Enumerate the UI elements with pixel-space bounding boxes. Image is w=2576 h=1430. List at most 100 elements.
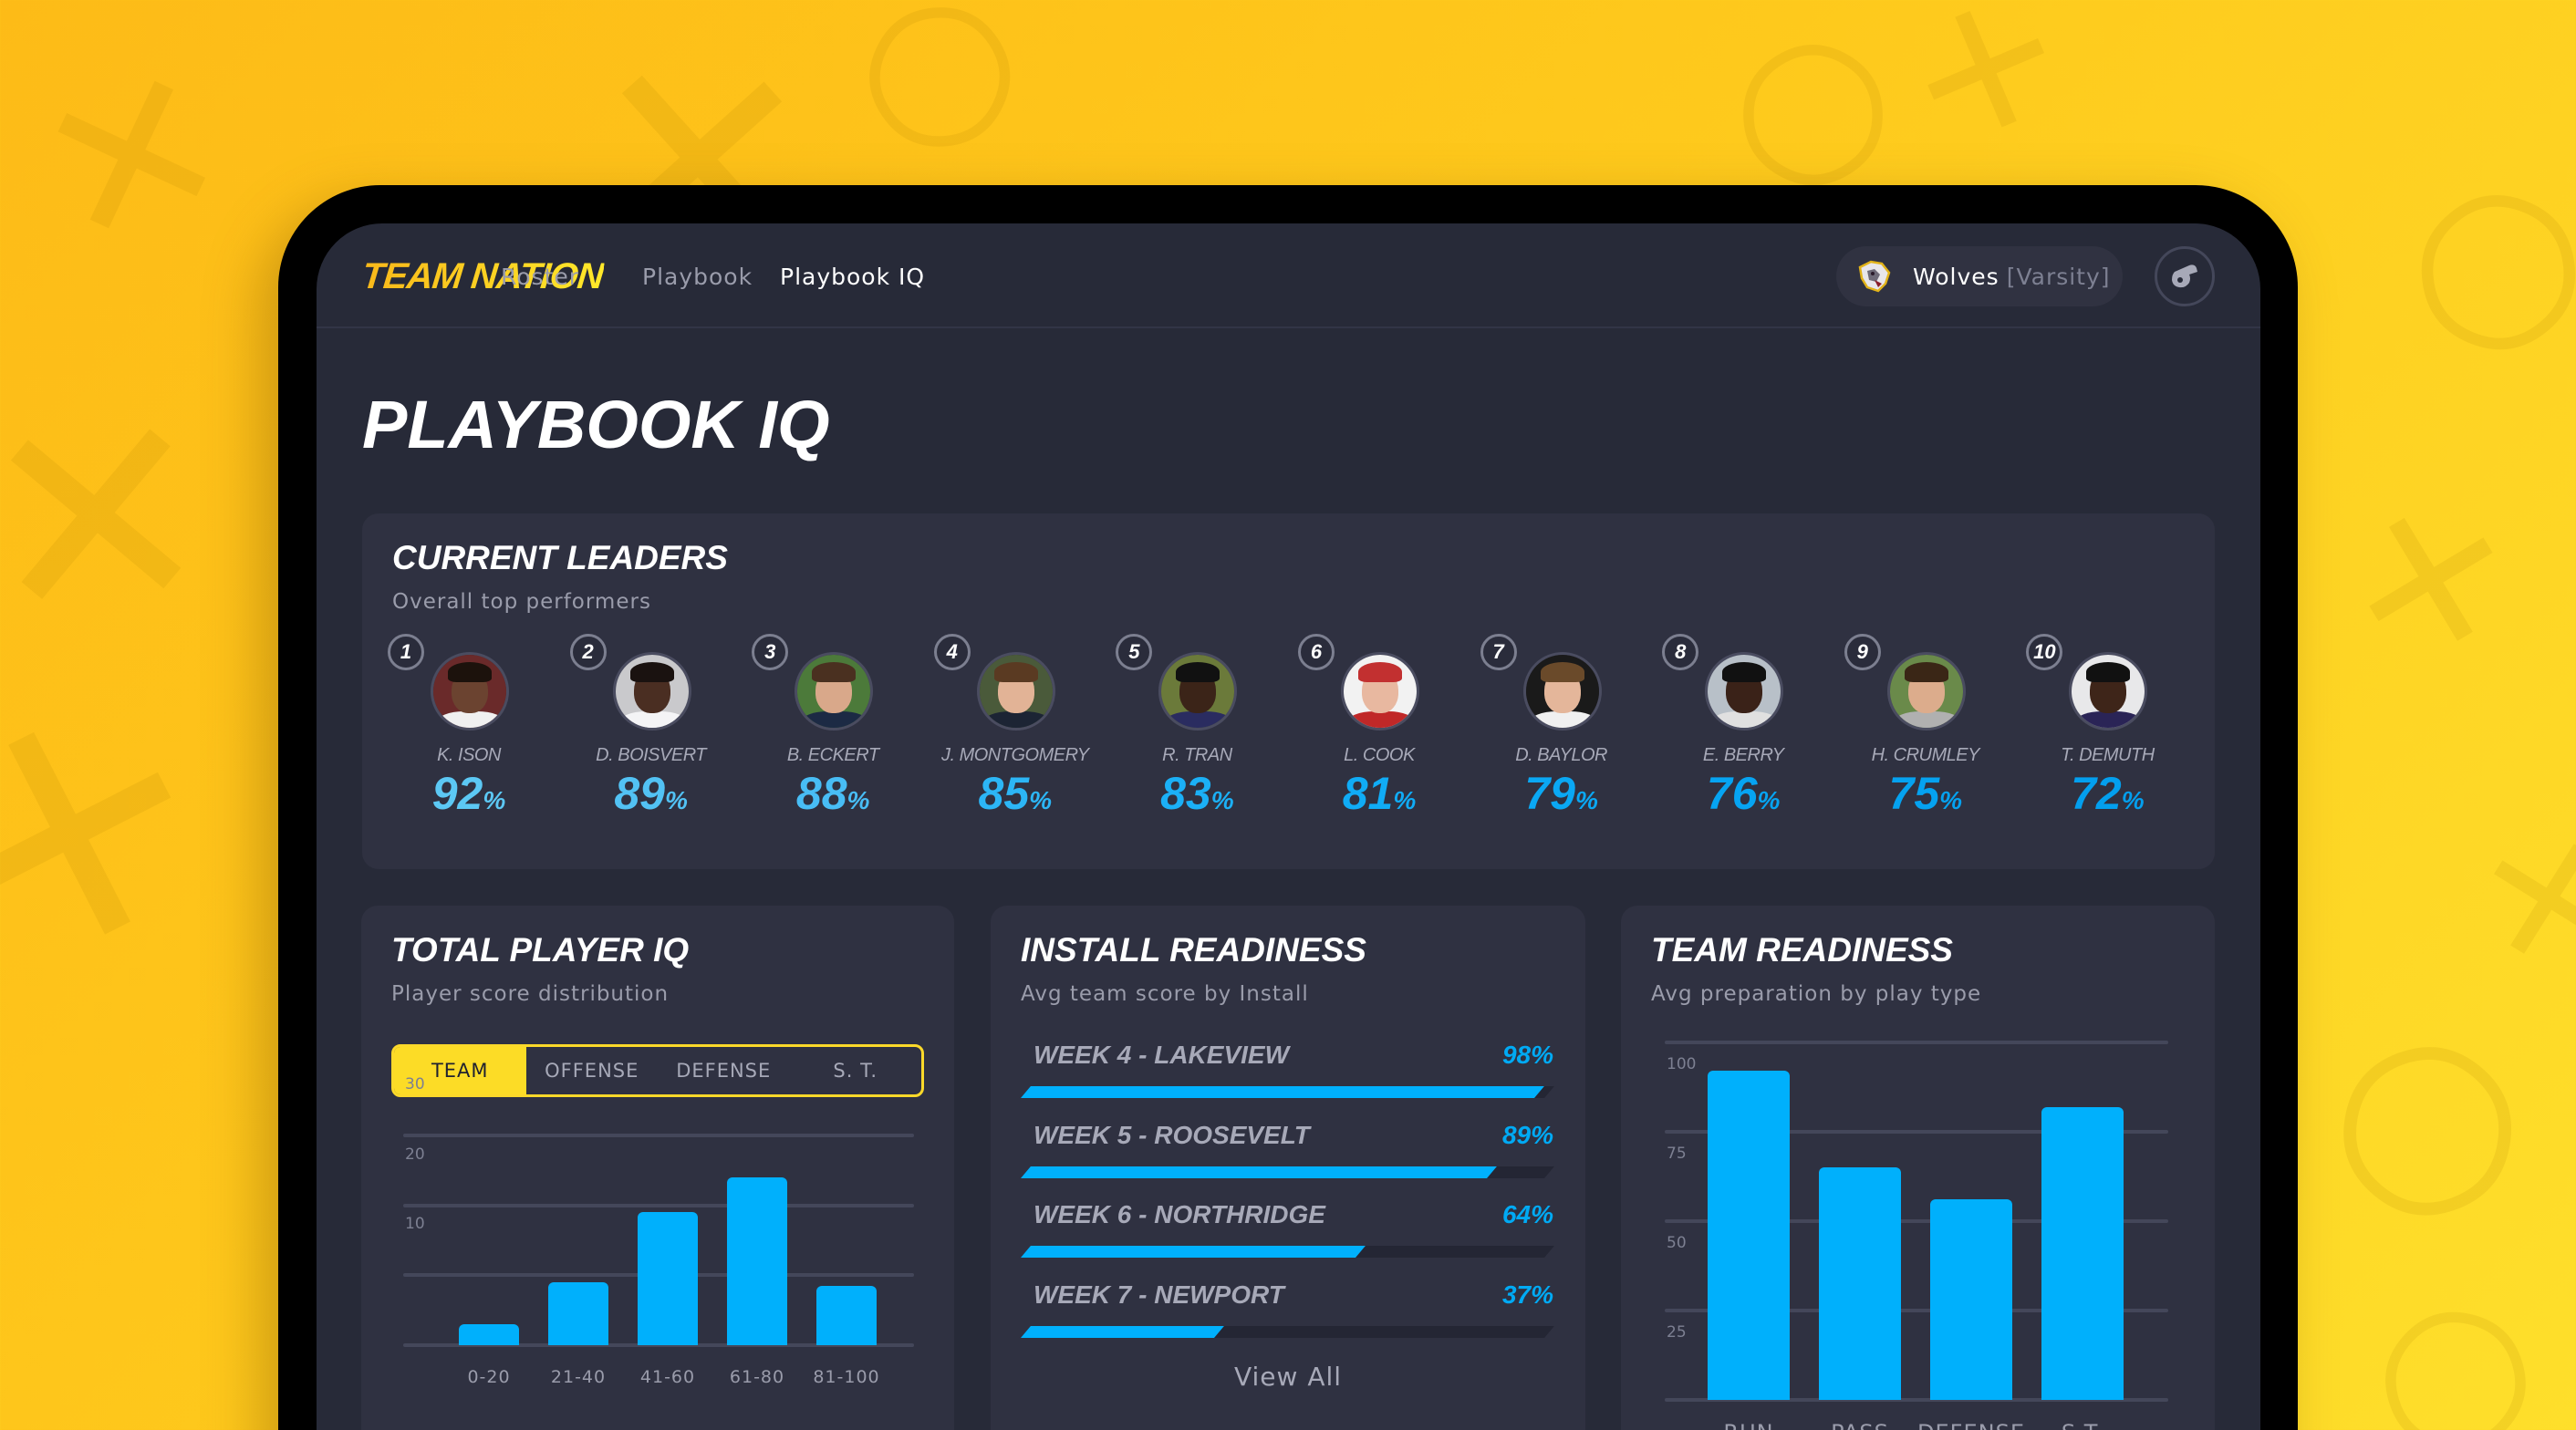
progress-fill bbox=[1021, 1325, 1225, 1338]
progress-track bbox=[1021, 1325, 1554, 1338]
x-shape-decoration: ✕ bbox=[0, 350, 225, 689]
rank-badge: 5 bbox=[1116, 634, 1153, 670]
install-row[interactable]: WEEK 5 - ROOSEVELT 89% bbox=[1021, 1121, 1554, 1194]
player-score: 92% bbox=[378, 767, 560, 820]
leader-item[interactable]: 3 B. ECKERT 88% bbox=[742, 634, 924, 834]
bar-41-60[interactable] bbox=[638, 1212, 698, 1345]
leader-item[interactable]: 10 T. DEMUTH 72% bbox=[2016, 634, 2198, 834]
current-leaders-card: CURRENT LEADERS Overall top performers 1… bbox=[362, 513, 2215, 869]
leader-item[interactable]: 6 L. COOK 81% bbox=[1288, 634, 1470, 834]
o-shape-decoration: ○ bbox=[2343, 1242, 2559, 1430]
player-name: D. BOISVERT bbox=[596, 745, 706, 765]
team-name: Wolves bbox=[1913, 263, 2000, 290]
player-avatar bbox=[1158, 652, 1238, 731]
tab-defense[interactable]: DEFENSE bbox=[676, 1060, 772, 1082]
o-shape-decoration: ○ bbox=[2314, 969, 2548, 1256]
install-row[interactable]: WEEK 6 - NORTHRIDGE 64% bbox=[1021, 1200, 1554, 1273]
gridline bbox=[1665, 1398, 2168, 1402]
leaders-title: CURRENT LEADERS bbox=[392, 539, 728, 576]
score-value: 72 bbox=[2071, 768, 2122, 819]
leader-item[interactable]: 9 H. CRUMLEY 75% bbox=[1834, 634, 2017, 834]
tab-special-teams[interactable]: S. T. bbox=[833, 1060, 878, 1082]
nav-playbook[interactable]: Playbook bbox=[642, 264, 753, 290]
x-shape-decoration: ✕ bbox=[2461, 793, 2576, 1011]
rank-badge: 6 bbox=[1298, 634, 1335, 670]
bar-run[interactable] bbox=[1708, 1071, 1790, 1400]
percent-sign: % bbox=[1210, 786, 1234, 814]
bar-s-t-[interactable] bbox=[2041, 1106, 2124, 1400]
x-axis-label: RUN bbox=[1694, 1420, 1803, 1430]
install-row[interactable]: WEEK 4 - LAKEVIEW 98% bbox=[1021, 1041, 1554, 1114]
leader-item[interactable]: 5 R. TRAN 83% bbox=[1106, 634, 1288, 834]
player-name: B. ECKERT bbox=[786, 745, 879, 765]
leader-item[interactable]: 4 J. MONTGOMERY 85% bbox=[924, 634, 1106, 834]
player-avatar bbox=[1886, 652, 1966, 731]
tab-team[interactable]: TEAM bbox=[394, 1047, 526, 1094]
player-score: 81% bbox=[1288, 767, 1470, 820]
gridline bbox=[1665, 1041, 2168, 1044]
player-name: R. TRAN bbox=[1162, 745, 1232, 765]
team-level: [Varsity] bbox=[2006, 263, 2111, 290]
y-tick-label: 50 bbox=[1667, 1234, 1687, 1252]
bar-61-80[interactable] bbox=[727, 1177, 787, 1345]
leader-item[interactable]: 1 K. ISON 92% bbox=[378, 634, 560, 834]
player-iq-subtitle: Player score distribution bbox=[391, 982, 670, 1006]
install-label: WEEK 7 - NEWPORT bbox=[1034, 1280, 1284, 1309]
whistle-button[interactable] bbox=[2155, 246, 2215, 306]
team-readiness-card: TEAM READINESS Avg preparation by play t… bbox=[1621, 906, 2215, 1430]
x-axis-label: 81-100 bbox=[813, 1367, 880, 1387]
leader-item[interactable]: 2 D. BOISVERT 89% bbox=[560, 634, 743, 834]
tab-offense[interactable]: OFFENSE bbox=[545, 1060, 639, 1082]
score-value: 79 bbox=[1524, 768, 1575, 819]
player-name: L. COOK bbox=[1344, 745, 1415, 765]
o-shape-decoration: ○ bbox=[2391, 126, 2576, 385]
team-readiness-title: TEAM READINESS bbox=[1651, 931, 1953, 969]
nav-roster[interactable]: Roster bbox=[501, 264, 580, 290]
total-player-iq-card: TOTAL PLAYER IQ Player score distributio… bbox=[361, 906, 954, 1430]
player-score: 75% bbox=[1834, 767, 2017, 820]
install-title: INSTALL READINESS bbox=[1021, 931, 1366, 969]
bar-0-20[interactable] bbox=[459, 1324, 519, 1345]
player-score: 76% bbox=[1652, 767, 1834, 820]
player-score: 89% bbox=[560, 767, 743, 820]
app-screen: TEAM NATION Roster Playbook Playbook IQ … bbox=[317, 223, 2260, 1430]
rank-badge: 1 bbox=[388, 634, 424, 670]
view-all-link[interactable]: View All bbox=[1233, 1362, 1343, 1392]
install-percent: 98% bbox=[1501, 1041, 1553, 1069]
bar-81-100[interactable] bbox=[816, 1285, 877, 1345]
leader-item[interactable]: 8 E. BERRY 76% bbox=[1652, 634, 1834, 834]
install-row[interactable]: WEEK 7 - NEWPORT 37% bbox=[1021, 1280, 1554, 1353]
bar-defense[interactable] bbox=[1930, 1199, 2012, 1400]
bar-pass[interactable] bbox=[1819, 1167, 1901, 1400]
player-avatar bbox=[1522, 652, 1602, 731]
x-axis-label: S.T. bbox=[2028, 1420, 2137, 1430]
team-selector[interactable]: Wolves [Varsity] bbox=[1836, 246, 2123, 306]
top-navigation-bar: TEAM NATION Roster Playbook Playbook IQ … bbox=[317, 223, 2260, 328]
x-shape-decoration: ✕ bbox=[1885, 0, 2084, 187]
team-readiness-chart: 25 50 75 100 RUNPASSDEFENSES.T. bbox=[1665, 1041, 2176, 1430]
y-tick-label: 75 bbox=[1667, 1145, 1687, 1163]
player-name: H. CRUMLEY bbox=[1871, 745, 1980, 765]
nav-playbook-iq[interactable]: Playbook IQ bbox=[780, 264, 926, 290]
score-value: 88 bbox=[795, 768, 847, 819]
bar-21-40[interactable] bbox=[548, 1282, 608, 1345]
gridline bbox=[1665, 1130, 2168, 1134]
player-avatar bbox=[2069, 652, 2148, 731]
player-score-distribution-chart: 10 20 30 0-20 21-40 41-60 61-80 81-100 bbox=[403, 1075, 914, 1409]
leader-item[interactable]: 7 D. BAYLOR 79% bbox=[1470, 634, 1653, 834]
progress-track bbox=[1021, 1166, 1554, 1178]
install-percent: 64% bbox=[1501, 1200, 1553, 1228]
player-score: 79% bbox=[1470, 767, 1653, 820]
install-subtitle: Avg team score by Install bbox=[1021, 982, 1309, 1006]
percent-sign: % bbox=[664, 786, 688, 814]
o-shape-decoration: ○ bbox=[1730, 0, 1895, 208]
install-label: WEEK 4 - LAKEVIEW bbox=[1034, 1041, 1290, 1069]
score-value: 81 bbox=[1342, 768, 1394, 819]
player-avatar bbox=[1705, 652, 1784, 731]
y-tick-label: 20 bbox=[405, 1145, 425, 1164]
player-iq-segmented-control: TEAM OFFENSE DEFENSE S. T. bbox=[391, 1044, 924, 1097]
gridline bbox=[403, 1343, 914, 1347]
player-name: D. BAYLOR bbox=[1515, 745, 1607, 765]
y-tick-label: 30 bbox=[405, 1075, 425, 1093]
player-name: K. ISON bbox=[437, 745, 501, 765]
